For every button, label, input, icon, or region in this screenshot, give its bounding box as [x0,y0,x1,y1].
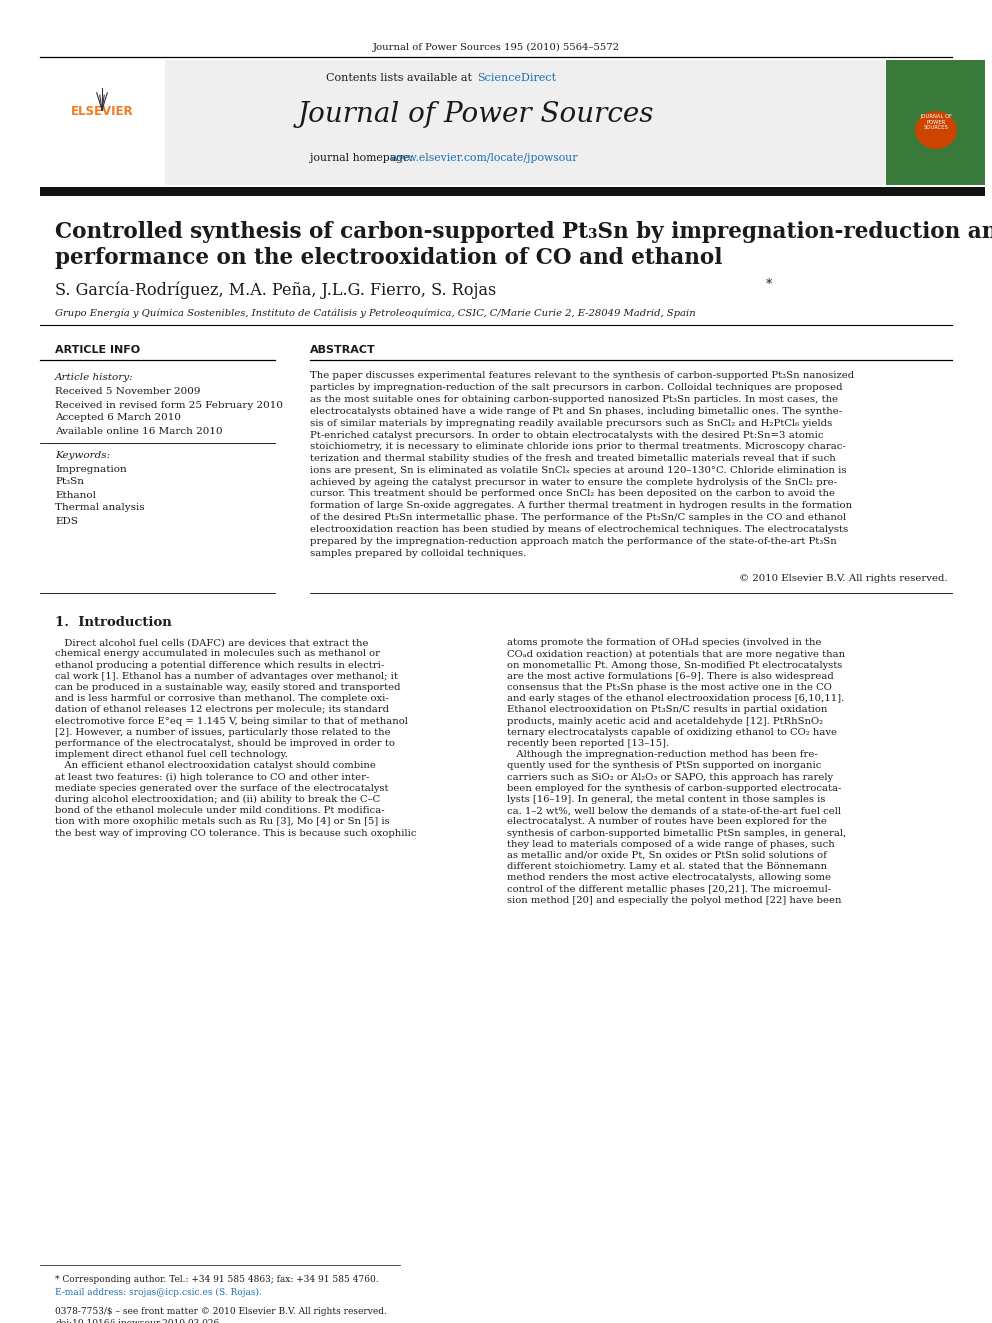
Text: S. García-Rodríguez, M.A. Peña, J.L.G. Fierro, S. Rojas: S. García-Rodríguez, M.A. Peña, J.L.G. F… [55,282,496,299]
Text: [2]. However, a number of issues, particularly those related to the: [2]. However, a number of issues, partic… [55,728,391,737]
Text: Grupo Energía y Química Sostenibles, Instituto de Catálisis y Petroleoquímica, C: Grupo Energía y Química Sostenibles, Ins… [55,308,695,318]
Text: ternary electrocatalysts capable of oxidizing ethanol to CO₂ have: ternary electrocatalysts capable of oxid… [507,728,837,737]
Text: dation of ethanol releases 12 electrons per molecule; its standard: dation of ethanol releases 12 electrons … [55,705,389,714]
Text: can be produced in a sustainable way, easily stored and transported: can be produced in a sustainable way, ea… [55,683,401,692]
Text: www.elsevier.com/locate/jpowsour: www.elsevier.com/locate/jpowsour [390,153,578,163]
Text: synthesis of carbon-supported bimetallic PtSn samples, in general,: synthesis of carbon-supported bimetallic… [507,828,846,837]
Text: carriers such as SiO₂ or Al₂O₃ or SAPO, this approach has rarely: carriers such as SiO₂ or Al₂O₃ or SAPO, … [507,773,833,782]
Text: during alcohol electrooxidation; and (ii) ability to break the C–C: during alcohol electrooxidation; and (ii… [55,795,380,804]
Text: electrocatalyst. A number of routes have been explored for the: electrocatalyst. A number of routes have… [507,818,827,827]
Text: control of the different metallic phases [20,21]. The microemul-: control of the different metallic phases… [507,885,831,894]
Text: COₐd oxidation reaction) at potentials that are more negative than: COₐd oxidation reaction) at potentials t… [507,650,845,659]
Text: electrocatalysts obtained have a wide range of Pt and Sn phases, including bimet: electrocatalysts obtained have a wide ra… [310,407,842,415]
Text: atoms promote the formation of OHₐd species (involved in the: atoms promote the formation of OHₐd spec… [507,638,821,647]
Text: performance on the electrooxidation of CO and ethanol: performance on the electrooxidation of C… [55,247,722,269]
Text: Contents lists available at: Contents lists available at [326,73,476,83]
Text: recently been reported [13–15].: recently been reported [13–15]. [507,740,670,747]
Text: Ethanol electrooxidation on Pt₃Sn/C results in partial oxidation: Ethanol electrooxidation on Pt₃Sn/C resu… [507,705,827,714]
FancyBboxPatch shape [40,187,985,196]
Text: An efficient ethanol electrooxidation catalyst should combine: An efficient ethanol electrooxidation ca… [55,762,376,770]
Text: ELSEVIER: ELSEVIER [70,105,133,118]
Text: Direct alcohol fuel cells (DAFC) are devices that extract the: Direct alcohol fuel cells (DAFC) are dev… [55,638,368,647]
Text: Accepted 6 March 2010: Accepted 6 March 2010 [55,414,181,422]
Text: lysts [16–19]. In general, the metal content in those samples is: lysts [16–19]. In general, the metal con… [507,795,825,804]
Text: stoichiometry, it is necessary to eliminate chloride ions prior to thermal treat: stoichiometry, it is necessary to elimin… [310,442,846,451]
Text: Keywords:: Keywords: [55,451,110,460]
FancyBboxPatch shape [40,60,885,185]
Text: Ethanol: Ethanol [55,491,96,500]
Text: method renders the most active electrocatalysts, allowing some: method renders the most active electroca… [507,873,831,882]
Text: E-mail address: srojas@icp.csic.es (S. Rojas).: E-mail address: srojas@icp.csic.es (S. R… [55,1287,262,1297]
Text: JOURNAL OF
POWER
SOURCES: JOURNAL OF POWER SOURCES [920,114,952,130]
Text: tion with more oxophilic metals such as Ru [3], Mo [4] or Sn [5] is: tion with more oxophilic metals such as … [55,818,390,827]
Text: 0378-7753/$ – see front matter © 2010 Elsevier B.V. All rights reserved.: 0378-7753/$ – see front matter © 2010 El… [55,1307,387,1315]
Text: performance of the electrocatalyst, should be improved in order to: performance of the electrocatalyst, shou… [55,740,395,747]
Text: The paper discusses experimental features relevant to the synthesis of carbon-su: The paper discusses experimental feature… [310,372,854,381]
Text: of the desired Pt₃Sn intermetallic phase. The performance of the Pt₃Sn/C samples: of the desired Pt₃Sn intermetallic phase… [310,513,846,523]
Text: * Corresponding author. Tel.: +34 91 585 4863; fax: +34 91 585 4760.: * Corresponding author. Tel.: +34 91 585… [55,1274,379,1283]
Text: achieved by ageing the catalyst precursor in water to ensure the complete hydrol: achieved by ageing the catalyst precurso… [310,478,837,487]
Text: sion method [20] and especially the polyol method [22] have been: sion method [20] and especially the poly… [507,896,841,905]
Text: sis of similar materials by impregnating readily available precursors such as Sn: sis of similar materials by impregnating… [310,418,832,427]
Text: and is less harmful or corrosive than methanol. The complete oxi-: and is less harmful or corrosive than me… [55,695,389,704]
Text: ARTICLE INFO: ARTICLE INFO [55,345,140,355]
Text: cal work [1]. Ethanol has a number of advantages over methanol; it: cal work [1]. Ethanol has a number of ad… [55,672,398,681]
FancyBboxPatch shape [40,60,165,185]
Text: ca. 1–2 wt%, well below the demands of a state-of-the-art fuel cell: ca. 1–2 wt%, well below the demands of a… [507,806,841,815]
Text: Although the impregnation-reduction method has been fre-: Although the impregnation-reduction meth… [507,750,817,759]
Text: 1.  Introduction: 1. Introduction [55,617,172,630]
Text: Received in revised form 25 February 2010: Received in revised form 25 February 201… [55,401,283,410]
Text: ScienceDirect: ScienceDirect [477,73,557,83]
Text: on monometallic Pt. Among those, Sn-modified Pt electrocatalysts: on monometallic Pt. Among those, Sn-modi… [507,660,842,669]
Text: terization and thermal stability studies of the fresh and treated bimetallic mat: terization and thermal stability studies… [310,454,835,463]
Text: and early stages of the ethanol electrooxidation process [6,10,11].: and early stages of the ethanol electroo… [507,695,844,704]
Text: Pt-enriched catalyst precursors. In order to obtain electrocatalysts with the de: Pt-enriched catalyst precursors. In orde… [310,430,823,439]
Text: different stoichiometry. Lamy et al. stated that the Bönnemann: different stoichiometry. Lamy et al. sta… [507,863,827,872]
Text: particles by impregnation-reduction of the salt precursors in carbon. Colloidal : particles by impregnation-reduction of t… [310,384,842,393]
Text: © 2010 Elsevier B.V. All rights reserved.: © 2010 Elsevier B.V. All rights reserved… [739,574,948,583]
Text: ethanol producing a potential difference which results in electri-: ethanol producing a potential difference… [55,660,384,669]
Text: mediate species generated over the surface of the electrocatalyst: mediate species generated over the surfa… [55,785,389,792]
Text: as the most suitable ones for obtaining carbon-supported nanosized Pt₃Sn particl: as the most suitable ones for obtaining … [310,396,838,404]
Text: products, mainly acetic acid and acetaldehyde [12]. PtRhSnO₂: products, mainly acetic acid and acetald… [507,717,823,726]
Text: Available online 16 March 2010: Available online 16 March 2010 [55,426,222,435]
Text: bond of the ethanol molecule under mild conditions. Pt modifica-: bond of the ethanol molecule under mild … [55,806,385,815]
Text: Controlled synthesis of carbon-supported Pt₃Sn by impregnation-reduction and: Controlled synthesis of carbon-supported… [55,221,992,243]
Text: as metallic and/or oxide Pt, Sn oxides or PtSn solid solutions of: as metallic and/or oxide Pt, Sn oxides o… [507,851,827,860]
Text: are the most active formulations [6–9]. There is also widespread: are the most active formulations [6–9]. … [507,672,833,681]
FancyBboxPatch shape [886,60,985,185]
Ellipse shape [915,111,957,149]
Text: the best way of improving CO tolerance. This is because such oxophilic: the best way of improving CO tolerance. … [55,828,417,837]
Text: samples prepared by colloidal techniques.: samples prepared by colloidal techniques… [310,549,527,557]
Text: journal homepage:: journal homepage: [310,153,417,163]
Text: electromotive force E°eq = 1.145 V, being similar to that of methanol: electromotive force E°eq = 1.145 V, bein… [55,717,408,726]
Text: at least two features: (i) high tolerance to CO and other inter-: at least two features: (i) high toleranc… [55,773,369,782]
Text: ABSTRACT: ABSTRACT [310,345,376,355]
Text: electrooxidation reaction has been studied by means of electrochemical technique: electrooxidation reaction has been studi… [310,525,848,534]
Text: prepared by the impregnation-reduction approach match the performance of the sta: prepared by the impregnation-reduction a… [310,537,836,545]
Text: they lead to materials composed of a wide range of phases, such: they lead to materials composed of a wid… [507,840,834,849]
Text: Journal of Power Sources: Journal of Power Sources [298,102,655,128]
Text: Thermal analysis: Thermal analysis [55,504,145,512]
Text: chemical energy accumulated in molecules such as methanol or: chemical energy accumulated in molecules… [55,650,380,659]
Text: been employed for the synthesis of carbon-supported electrocata-: been employed for the synthesis of carbo… [507,785,841,792]
Text: Journal of Power Sources 195 (2010) 5564–5572: Journal of Power Sources 195 (2010) 5564… [373,42,619,52]
Text: doi:10.1016/j.jpowsour.2010.03.026: doi:10.1016/j.jpowsour.2010.03.026 [55,1319,219,1323]
Text: formation of large Sn-oxide aggregates. A further thermal treatment in hydrogen : formation of large Sn-oxide aggregates. … [310,501,852,511]
Text: Pt₃Sn: Pt₃Sn [55,478,84,487]
Text: cursor. This treatment should be performed once SnCl₂ has been deposited on the : cursor. This treatment should be perform… [310,490,835,499]
Text: Article history:: Article history: [55,373,134,382]
Text: Received 5 November 2009: Received 5 November 2009 [55,388,200,397]
Text: Impregnation: Impregnation [55,464,127,474]
Text: EDS: EDS [55,516,78,525]
Text: *: * [766,279,772,291]
Text: implement direct ethanol fuel cell technology.: implement direct ethanol fuel cell techn… [55,750,288,759]
Text: consensus that the Pt₃Sn phase is the most active one in the CO: consensus that the Pt₃Sn phase is the mo… [507,683,832,692]
Text: ions are present, Sn is eliminated as volatile SnClₓ species at around 120–130°C: ions are present, Sn is eliminated as vo… [310,466,846,475]
Text: quently used for the synthesis of PtSn supported on inorganic: quently used for the synthesis of PtSn s… [507,762,821,770]
